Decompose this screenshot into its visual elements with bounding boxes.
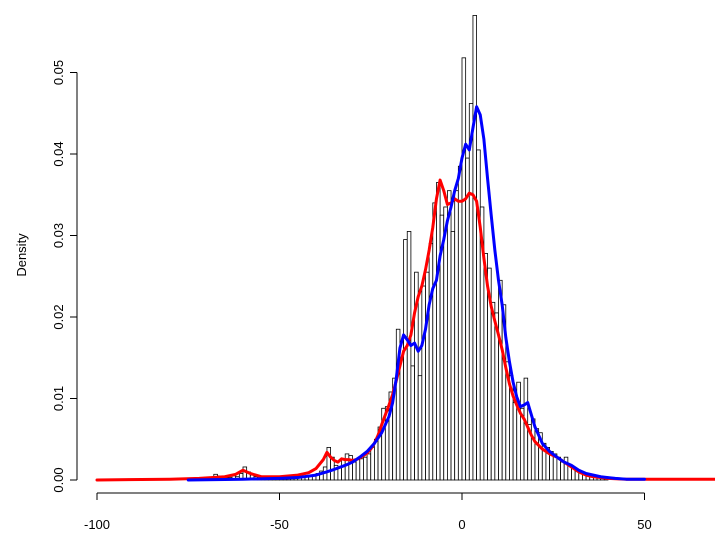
histogram-bar bbox=[436, 182, 441, 481]
histogram-bar bbox=[443, 206, 448, 481]
histogram-bar bbox=[457, 165, 463, 481]
histogram-bar bbox=[373, 438, 379, 481]
density-curve-1 bbox=[95, 178, 715, 482]
histogram-bar bbox=[472, 15, 478, 481]
y-tick-label: 0.00 bbox=[51, 467, 66, 492]
histogram-bar bbox=[410, 365, 415, 481]
x-axis: -100 -50 0 50 bbox=[84, 492, 652, 532]
histogram-bar bbox=[344, 453, 350, 481]
y-tick-label: 0.01 bbox=[51, 386, 66, 411]
histogram-bar bbox=[403, 239, 408, 481]
x-tick-label: 50 bbox=[637, 517, 651, 532]
y-tick-label: 0.03 bbox=[51, 223, 66, 248]
histogram-bar bbox=[406, 231, 412, 481]
histogram-bar bbox=[366, 453, 372, 481]
y-axis-title: Density bbox=[14, 233, 29, 277]
density-curve-2 bbox=[186, 105, 646, 482]
x-tick-label: -50 bbox=[270, 517, 289, 532]
histogram-bar bbox=[512, 402, 518, 481]
histogram-bar bbox=[341, 459, 346, 481]
histogram-bar bbox=[446, 190, 452, 481]
histogram-bars bbox=[213, 15, 609, 481]
histogram-bar bbox=[454, 190, 459, 481]
histogram-bar bbox=[428, 243, 434, 481]
histogram-bar bbox=[421, 285, 426, 481]
y-tick-label: 0.04 bbox=[51, 141, 66, 166]
density-curves bbox=[95, 105, 715, 482]
histogram-bar bbox=[461, 57, 467, 481]
y-tick-label: 0.05 bbox=[51, 60, 66, 85]
histogram-bar bbox=[355, 459, 361, 481]
histogram-bar bbox=[432, 202, 437, 481]
histogram-bar bbox=[450, 231, 456, 481]
histogram-bar bbox=[359, 458, 364, 481]
histogram-bar bbox=[370, 446, 375, 481]
histogram-bar bbox=[490, 301, 496, 481]
histogram-bar bbox=[417, 375, 423, 481]
y-axis: 0.00 0.01 0.02 0.03 0.04 0.05 bbox=[51, 60, 78, 493]
histogram-bar bbox=[563, 456, 569, 481]
histogram-bar bbox=[468, 103, 474, 481]
histogram-bar bbox=[465, 157, 470, 481]
y-tick-label: 0.02 bbox=[51, 304, 66, 329]
histogram-bar bbox=[363, 456, 368, 481]
histogram-bar bbox=[352, 461, 357, 481]
x-tick-label: 0 bbox=[458, 517, 465, 532]
histogram-bar bbox=[560, 461, 565, 481]
x-tick-label: -100 bbox=[84, 517, 110, 532]
